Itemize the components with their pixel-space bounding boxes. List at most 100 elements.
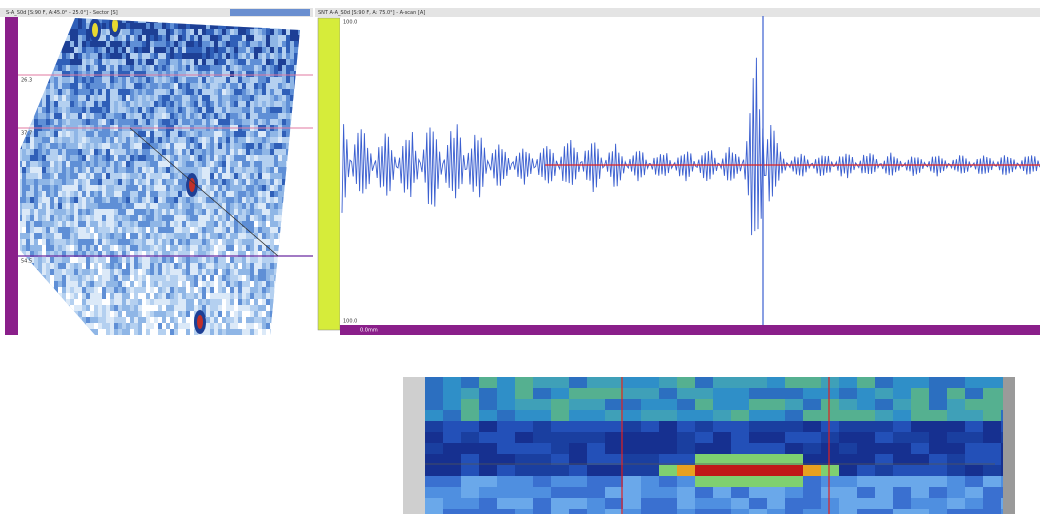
pixel <box>270 113 274 119</box>
pixel <box>178 275 182 281</box>
pixel <box>182 287 186 293</box>
pixel <box>118 323 122 329</box>
pixel <box>282 17 286 23</box>
pixel <box>86 95 90 101</box>
pixel <box>102 107 106 113</box>
pixel <box>242 281 246 287</box>
pixel <box>94 77 98 83</box>
pixel <box>731 509 749 514</box>
pixel <box>226 323 230 329</box>
pixel <box>230 137 234 143</box>
pixel <box>274 173 278 179</box>
cscan-scrollbar[interactable] <box>1003 377 1015 514</box>
pixel <box>266 209 270 215</box>
pixel <box>282 257 286 263</box>
pixel <box>42 113 46 119</box>
pixel <box>238 239 242 245</box>
pixel <box>839 443 857 454</box>
pixel <box>94 59 98 65</box>
pixel <box>26 71 30 77</box>
pixel <box>142 47 146 53</box>
pixel <box>206 41 210 47</box>
pixel <box>262 101 266 107</box>
pixel <box>158 119 162 125</box>
pixel <box>114 149 118 155</box>
pixel <box>98 149 102 155</box>
pixel <box>78 233 82 239</box>
pixel <box>138 107 142 113</box>
pixel <box>194 131 198 137</box>
pixel <box>262 281 266 287</box>
pixel <box>82 77 86 83</box>
pixel <box>605 454 623 465</box>
pixel <box>146 65 150 71</box>
pixel <box>30 233 34 239</box>
pixel <box>278 227 282 233</box>
pixel <box>162 293 166 299</box>
pixel <box>30 221 34 227</box>
pixel <box>182 89 186 95</box>
pixel <box>22 53 26 59</box>
pixel <box>146 275 150 281</box>
pixel <box>226 149 230 155</box>
pixel <box>106 65 110 71</box>
pixel <box>46 185 50 191</box>
pixel <box>230 281 234 287</box>
pixel <box>30 113 34 119</box>
pixel <box>278 23 282 29</box>
pixel <box>70 167 74 173</box>
pixel <box>479 443 497 454</box>
pixel <box>34 119 38 125</box>
pixel <box>38 41 42 47</box>
pixel <box>50 95 54 101</box>
pixel <box>298 269 302 275</box>
pixel <box>497 377 515 388</box>
pixel <box>202 233 206 239</box>
pixel <box>178 269 182 275</box>
pixel <box>82 143 86 149</box>
pixel <box>515 377 533 388</box>
pixel <box>46 317 50 323</box>
pixel <box>298 107 302 113</box>
pixel <box>54 203 58 209</box>
pixel <box>78 167 82 173</box>
pixel <box>282 317 286 323</box>
pixel <box>134 65 138 71</box>
pixel <box>785 465 803 476</box>
pixel <box>158 173 162 179</box>
pixel <box>234 299 238 305</box>
pixel <box>86 335 90 341</box>
pixel <box>122 257 126 263</box>
pixel <box>110 101 114 107</box>
pixel <box>70 83 74 89</box>
pixel <box>58 299 62 305</box>
pixel <box>34 191 38 197</box>
pixel <box>46 227 50 233</box>
pixel <box>230 245 234 251</box>
pixel <box>138 149 142 155</box>
pixel <box>122 209 126 215</box>
pixel <box>461 498 479 509</box>
pixel <box>66 95 70 101</box>
pixel <box>18 35 22 41</box>
pixel <box>158 287 162 293</box>
pixel <box>198 287 202 293</box>
pixel <box>122 143 126 149</box>
pixel <box>82 113 86 119</box>
pixel <box>262 191 266 197</box>
pixel <box>194 119 198 125</box>
pixel <box>58 269 62 275</box>
pixel <box>154 65 158 71</box>
pixel <box>58 215 62 221</box>
pixel <box>94 221 98 227</box>
pixel <box>202 185 206 191</box>
pixel <box>174 149 178 155</box>
pixel <box>186 53 190 59</box>
pixel <box>278 275 282 281</box>
pixel <box>102 203 106 209</box>
pixel <box>142 161 146 167</box>
pixel <box>222 317 226 323</box>
pixel <box>302 41 306 47</box>
pixel <box>226 269 230 275</box>
pixel <box>118 245 122 251</box>
